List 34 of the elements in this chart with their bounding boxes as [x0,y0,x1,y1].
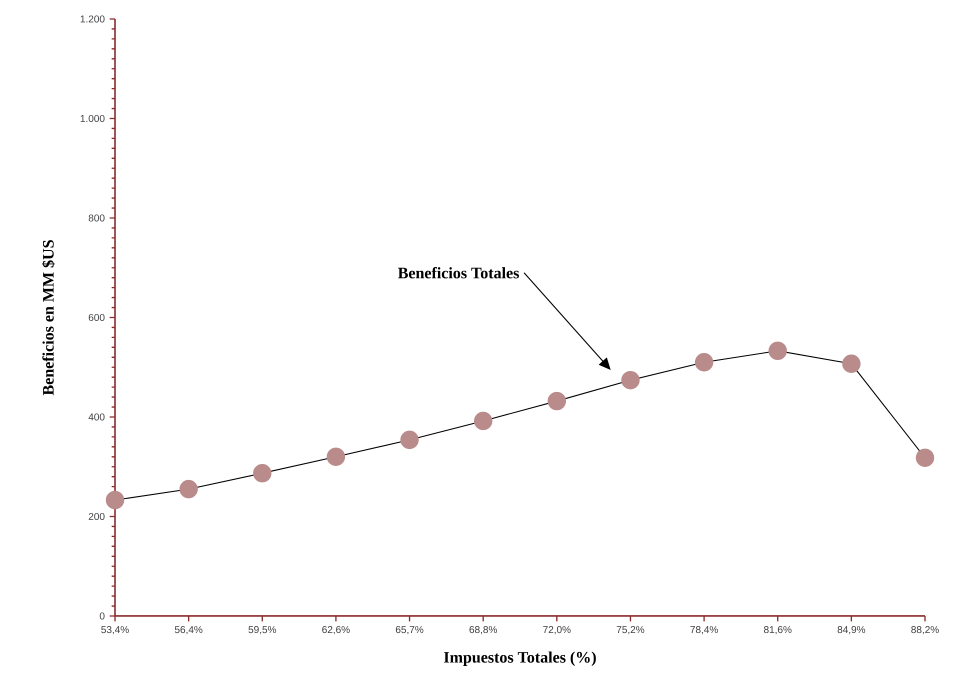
y-tick-label: 600 [88,314,105,322]
point [548,392,566,410]
x-axis-title: Impuestos Totales (%) [444,651,596,666]
y-tick-label: 0 [100,612,105,620]
x-tick-label: 75,2% [616,626,644,634]
x-tick-label: 53,4% [101,626,129,634]
point [694,353,714,372]
x-tick-label: 65,7% [396,626,424,634]
annotation: Beneficios Totales [398,266,519,278]
point [916,448,934,467]
x-tick-label: 62,6% [322,626,350,634]
point [400,430,419,450]
x-tick-label: 59,5% [248,626,276,634]
point [474,412,492,430]
point [768,342,787,360]
point [106,490,124,510]
y-axis-title: Beneficios en MM $US [42,240,55,396]
y-tick-label: 800 [88,214,105,222]
x-tick-label: 78,4% [690,626,718,634]
point [253,464,272,482]
x-tick-label: 72,0% [543,626,571,634]
point [842,354,861,373]
point [621,370,640,390]
point [326,448,346,466]
x-tick-label: 56,4% [174,626,202,634]
x-tick-label: 68,8% [470,626,497,634]
x-tick-label: 88,2% [911,626,939,634]
y-tick-label: 1.000 [80,114,105,122]
x-tick-label: 81,6% [764,626,792,634]
point [179,480,198,498]
y-tick-label: 1.200 [80,15,105,23]
y-tick-label: 200 [88,512,105,520]
x-tick-label: 84,9% [838,626,866,634]
y-tick-label: 400 [88,413,105,421]
